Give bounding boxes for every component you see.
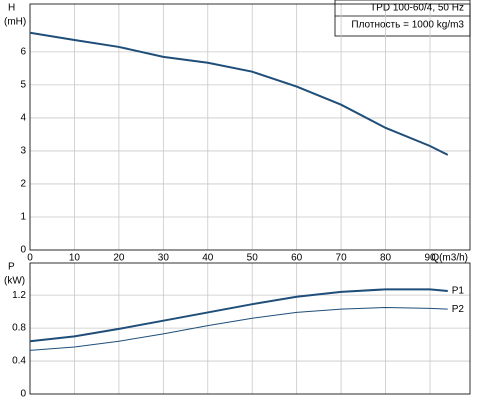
- annotation: TPD 100-60/4, 50 Hz: [370, 3, 464, 14]
- info-box: [334, 0, 471, 37]
- x-tick-label: 10: [69, 253, 81, 264]
- y-tick-label: 5: [20, 80, 26, 91]
- y-tick-label: 0.4: [12, 356, 26, 367]
- x-tick-label: 90: [424, 253, 436, 264]
- y-tick-label: 6: [20, 47, 26, 58]
- x-tick-label: 50: [247, 253, 259, 264]
- y-tick-label: 2: [20, 179, 26, 190]
- y-tick-label: 0.8: [12, 323, 26, 334]
- x-tick-label: 80: [380, 253, 392, 264]
- y-tick-label: 1.2: [12, 290, 26, 301]
- x-tick-label: 60: [291, 253, 303, 264]
- series-label: P1: [452, 286, 465, 297]
- y-tick-label: 0: [20, 389, 26, 400]
- y-axis-label: P: [8, 262, 15, 273]
- x-tick-label: 70: [336, 253, 348, 264]
- y-axis-label: H: [8, 3, 15, 14]
- annotation: Плотность = 1000 kg/m3: [351, 20, 464, 31]
- y-tick-label: 0: [20, 245, 26, 256]
- y-tick-label: 4: [20, 113, 26, 124]
- x-tick-label: 40: [202, 253, 214, 264]
- series-label: P2: [452, 304, 465, 315]
- plot-frame: [29, 262, 471, 395]
- y-axis-unit: (kW): [4, 276, 25, 287]
- y-tick-label: 3: [20, 146, 26, 157]
- curve: [29, 288, 448, 343]
- x-tick-label: 20: [113, 253, 125, 264]
- x-tick-label: 30: [158, 253, 170, 264]
- curve: [29, 306, 448, 351]
- x-tick-label: 0: [27, 253, 33, 264]
- plot-frame: [29, 3, 471, 251]
- y-axis-unit: (mH): [4, 17, 26, 28]
- x-axis-label: Q(m3/h): [431, 253, 468, 264]
- curve: [29, 31, 449, 156]
- y-tick-label: 1: [20, 212, 26, 223]
